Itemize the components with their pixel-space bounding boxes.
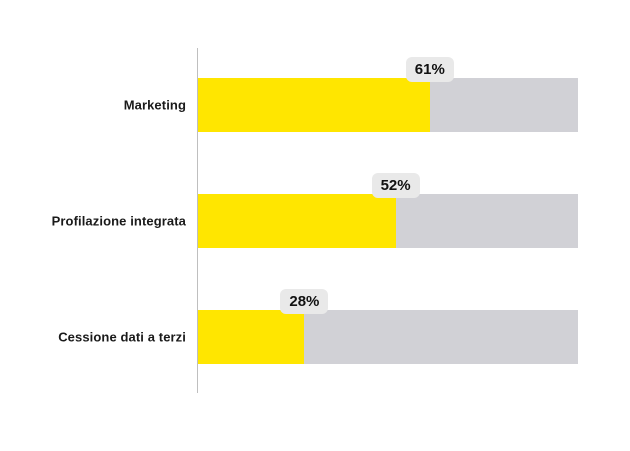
- bar-track: [198, 78, 578, 132]
- bar-fill: [198, 194, 396, 248]
- value-badge: 61%: [405, 57, 454, 82]
- bar-track: [198, 194, 578, 248]
- bar-fill: [198, 78, 430, 132]
- bar-track: [198, 310, 578, 364]
- y-axis-line: [197, 48, 198, 393]
- bar-row-profilazione-integrata: Profilazione integrata 52%: [52, 173, 578, 248]
- category-label: Profilazione integrata: [51, 213, 186, 229]
- bar-row-cessione-dati-a-terzi: Cessione dati a terzi 28%: [58, 289, 578, 364]
- bar-fill: [198, 310, 305, 364]
- value-badge: 28%: [280, 289, 329, 314]
- value-badge: 52%: [371, 173, 420, 198]
- category-label: Cessione dati a terzi: [58, 329, 186, 345]
- bar-row-marketing: Marketing 61%: [124, 57, 578, 132]
- category-label: Marketing: [123, 97, 186, 113]
